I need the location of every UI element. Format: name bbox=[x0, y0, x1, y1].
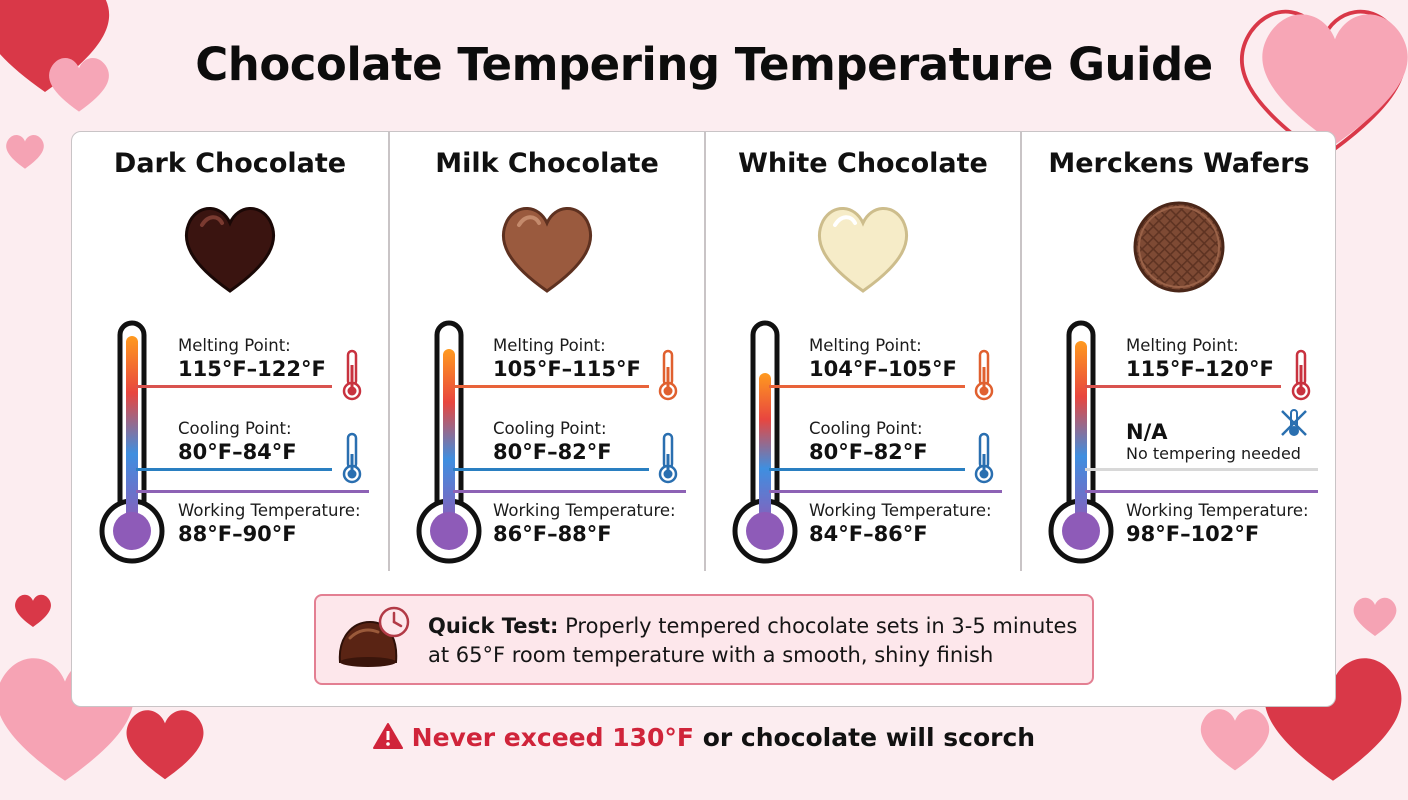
decor-heart-icon bbox=[1353, 597, 1397, 636]
cold-thermometer-icon bbox=[342, 432, 362, 484]
melting-line bbox=[453, 385, 649, 388]
quick-test-label: Quick Test: bbox=[428, 614, 559, 638]
column-merckens-wafers: Merckens Wafers Melting Point: 115°F–120… bbox=[1021, 131, 1337, 571]
thermometer-gauge bbox=[416, 320, 482, 564]
column-title: Merckens Wafers bbox=[1048, 148, 1310, 179]
page-title: Chocolate Tempering Temperature Guide bbox=[195, 38, 1213, 91]
milk-chocolate-heart-icon bbox=[501, 207, 593, 293]
working-line bbox=[1085, 490, 1318, 493]
hot-thermometer-icon bbox=[658, 349, 678, 401]
melting-label: Melting Point: bbox=[178, 336, 291, 355]
decor-heart-icon bbox=[15, 594, 51, 627]
column-white-chocolate: White Chocolate Melting Point: 104°F–105… bbox=[705, 131, 1021, 571]
cold-thermometer-icon bbox=[974, 432, 994, 484]
working-value: 88°F–90°F bbox=[178, 522, 297, 546]
scorch-warning: Never exceed 130°F or chocolate will sco… bbox=[0, 722, 1408, 752]
quick-test-text: Quick Test: Properly tempered chocolate … bbox=[428, 612, 1088, 670]
dark-chocolate-heart-icon bbox=[184, 207, 276, 293]
na-line bbox=[1085, 468, 1318, 471]
working-value: 84°F–86°F bbox=[809, 522, 928, 546]
warning-highlight: Never exceed 130°F bbox=[411, 723, 694, 752]
cooling-line bbox=[136, 468, 332, 471]
column-divider bbox=[704, 131, 706, 571]
decor-heart-icon bbox=[1262, 14, 1408, 145]
cooling-note: No tempering needed bbox=[1126, 444, 1301, 463]
cooling-label: Cooling Point: bbox=[493, 419, 607, 438]
column-milk-chocolate: Milk Chocolate Melting Point: 105°F–115°… bbox=[389, 131, 705, 571]
cooling-label: Cooling Point: bbox=[178, 419, 292, 438]
column-dark-chocolate: Dark Chocolate Melting Point: 115°F–122°… bbox=[72, 131, 388, 571]
warning-triangle-icon bbox=[372, 723, 403, 749]
column-divider bbox=[1020, 131, 1022, 571]
decor-heart-icon bbox=[1200, 709, 1270, 771]
melting-label: Melting Point: bbox=[1126, 336, 1239, 355]
wafer-disc-icon bbox=[1133, 201, 1225, 293]
cooling-line bbox=[453, 468, 649, 471]
decor-heart-icon bbox=[6, 135, 44, 169]
working-label: Working Temperature: bbox=[493, 501, 676, 520]
hot-thermometer-icon bbox=[1291, 349, 1311, 401]
thermometer-gauge bbox=[1048, 320, 1114, 564]
working-label: Working Temperature: bbox=[809, 501, 992, 520]
decor-heart-icon bbox=[126, 710, 204, 780]
decor-heart-icon bbox=[49, 57, 109, 112]
cooling-line bbox=[769, 468, 965, 471]
hot-thermometer-icon bbox=[974, 349, 994, 401]
column-divider bbox=[388, 131, 390, 571]
working-value: 98°F–102°F bbox=[1126, 522, 1260, 546]
melting-value: 105°F–115°F bbox=[493, 357, 641, 381]
column-title: Dark Chocolate bbox=[113, 148, 347, 179]
melting-line bbox=[136, 385, 332, 388]
column-title: Milk Chocolate bbox=[435, 148, 659, 179]
melting-label: Melting Point: bbox=[809, 336, 922, 355]
no-cooling-icon bbox=[1281, 409, 1307, 436]
quick-test-body: Properly tempered chocolate sets in 3-5 … bbox=[428, 614, 1078, 667]
working-line bbox=[769, 490, 1002, 493]
working-label: Working Temperature: bbox=[1126, 501, 1309, 520]
bonbon-clock-icon bbox=[338, 606, 410, 667]
melting-label: Melting Point: bbox=[493, 336, 606, 355]
working-value: 86°F–88°F bbox=[493, 522, 612, 546]
working-label: Working Temperature: bbox=[178, 501, 361, 520]
white-chocolate-heart-icon bbox=[817, 207, 909, 293]
melting-value: 115°F–120°F bbox=[1126, 357, 1274, 381]
quick-test-box: Quick Test: Properly tempered chocolate … bbox=[314, 594, 1094, 685]
cooling-value: 80°F–82°F bbox=[493, 440, 612, 464]
cold-thermometer-icon bbox=[658, 432, 678, 484]
working-line bbox=[136, 490, 369, 493]
thermometer-gauge bbox=[99, 320, 165, 564]
cooling-value: 80°F–82°F bbox=[809, 440, 928, 464]
hot-thermometer-icon bbox=[342, 349, 362, 401]
cooling-value: 80°F–84°F bbox=[178, 440, 297, 464]
working-line bbox=[453, 490, 686, 493]
melting-value: 115°F–122°F bbox=[178, 357, 326, 381]
cooling-value: N/A bbox=[1126, 420, 1168, 444]
thermometer-gauge bbox=[732, 320, 798, 564]
column-title: White Chocolate bbox=[738, 148, 988, 179]
warning-rest: or chocolate will scorch bbox=[693, 723, 1036, 752]
decor-heart-icon bbox=[0, 0, 110, 92]
melting-line bbox=[769, 385, 965, 388]
melting-line bbox=[1085, 385, 1281, 388]
melting-value: 104°F–105°F bbox=[809, 357, 957, 381]
cooling-label: Cooling Point: bbox=[809, 419, 923, 438]
